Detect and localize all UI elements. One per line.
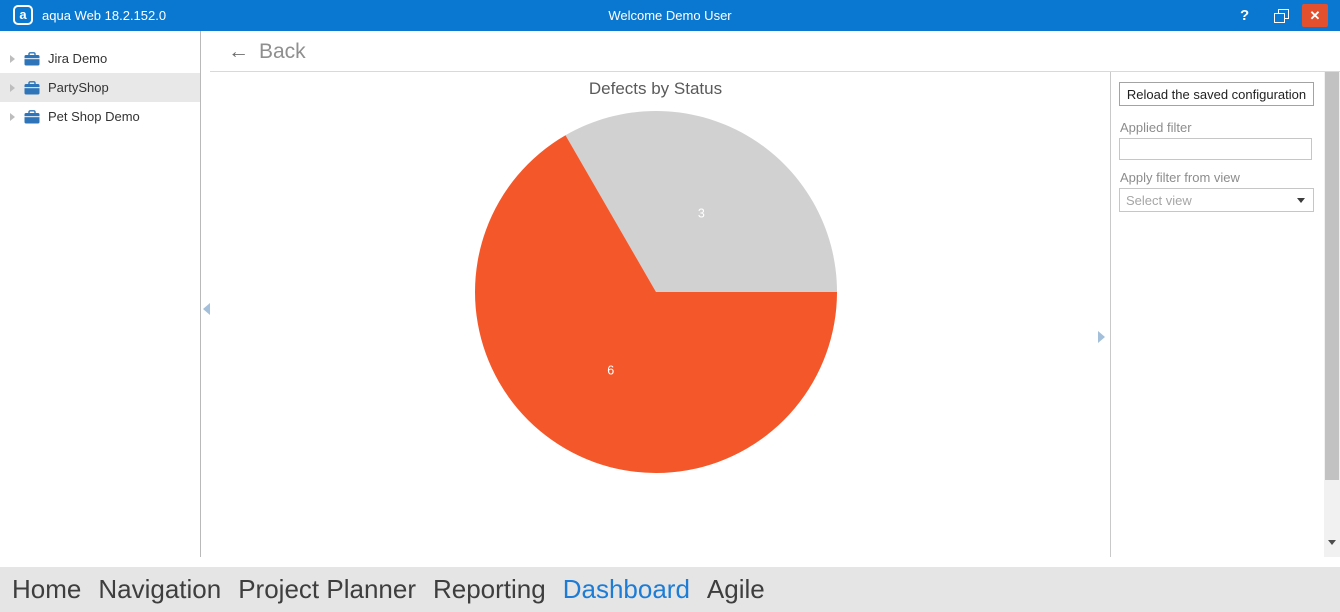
help-icon[interactable]: ? [1240,7,1250,24]
chevron-right-icon[interactable] [10,112,15,121]
header-divider [210,71,1340,72]
briefcase-icon [24,109,40,124]
back-arrow-icon: ← [228,40,249,63]
chart-title: Defects by Status [588,79,723,98]
restore-window-icon[interactable] [1274,9,1289,23]
applied-filter-input[interactable] [1119,138,1312,160]
chevron-right-icon[interactable] [10,83,15,92]
apply-filter-from-view-label: Apply filter from view [1120,170,1240,185]
sidebar-item-jira-demo[interactable]: Jira Demo [0,44,200,73]
sidebar-item-pet-shop-demo[interactable]: Pet Shop Demo [0,102,200,131]
pie-slice-1[interactable] [475,135,837,474]
back-label: Back [259,40,306,63]
sidebar-item-label: PartyShop [48,80,109,95]
panel-divider [1110,72,1111,557]
sidebar-item-label: Jira Demo [48,51,108,66]
nav-item-reporting[interactable]: Reporting [432,574,546,604]
filter-panel: Reload the saved configuration Applied f… [1111,72,1324,557]
titlebar: a aqua Web 18.2.152.0 Welcome Demo User … [0,0,1340,31]
sidebar-item-label: Pet Shop Demo [48,109,140,124]
nav-item-dashboard[interactable]: Dashboard [562,574,690,604]
collapse-left-handle[interactable] [203,303,210,315]
sidebar-item-partyshop[interactable]: PartyShop [0,73,200,102]
nav-item-home[interactable]: Home [12,574,82,604]
briefcase-icon [24,51,40,66]
nav-item-agile[interactable]: Agile [706,574,765,604]
pie-chart-svg: 36 [475,111,838,474]
chevron-right-icon[interactable] [10,54,15,63]
collapse-right-handle[interactable] [1098,331,1105,343]
project-sidebar: Jira Demo PartyShop Pet Shop Demo [0,31,200,557]
nav-item-project-planner[interactable]: Project Planner [238,574,416,604]
pie-data-label: 3 [698,207,705,221]
back-button[interactable]: ← Back [228,39,306,65]
chevron-down-icon [1297,197,1305,203]
app-title: aqua Web 18.2.152.0 [42,8,167,23]
scrollbar-track[interactable] [1324,72,1340,557]
reload-configuration-button[interactable]: Reload the saved configuration [1119,82,1314,106]
aqua-logo-icon: a [13,5,33,25]
view-select-placeholder: Select view [1126,192,1192,208]
scroll-down-button[interactable] [1324,534,1340,550]
applied-filter-label: Applied filter [1120,120,1192,135]
pie-slice-0[interactable] [565,111,838,293]
close-button[interactable]: ✕ [1302,4,1328,27]
briefcase-icon [24,80,40,95]
pie-data-label: 6 [607,363,614,377]
nav-item-navigation[interactable]: Navigation [98,574,222,604]
sidebar-divider [200,31,201,557]
welcome-user-text: Welcome Demo User [608,8,732,23]
project-list: Jira Demo PartyShop Pet Shop Demo [0,44,200,131]
view-select[interactable]: Select view [1119,188,1314,212]
bottom-nav: Home Navigation Project Planner Reporting Da… [0,567,1340,612]
scrollbar-thumb[interactable] [1325,72,1339,480]
arrow-down-icon [1328,539,1336,545]
